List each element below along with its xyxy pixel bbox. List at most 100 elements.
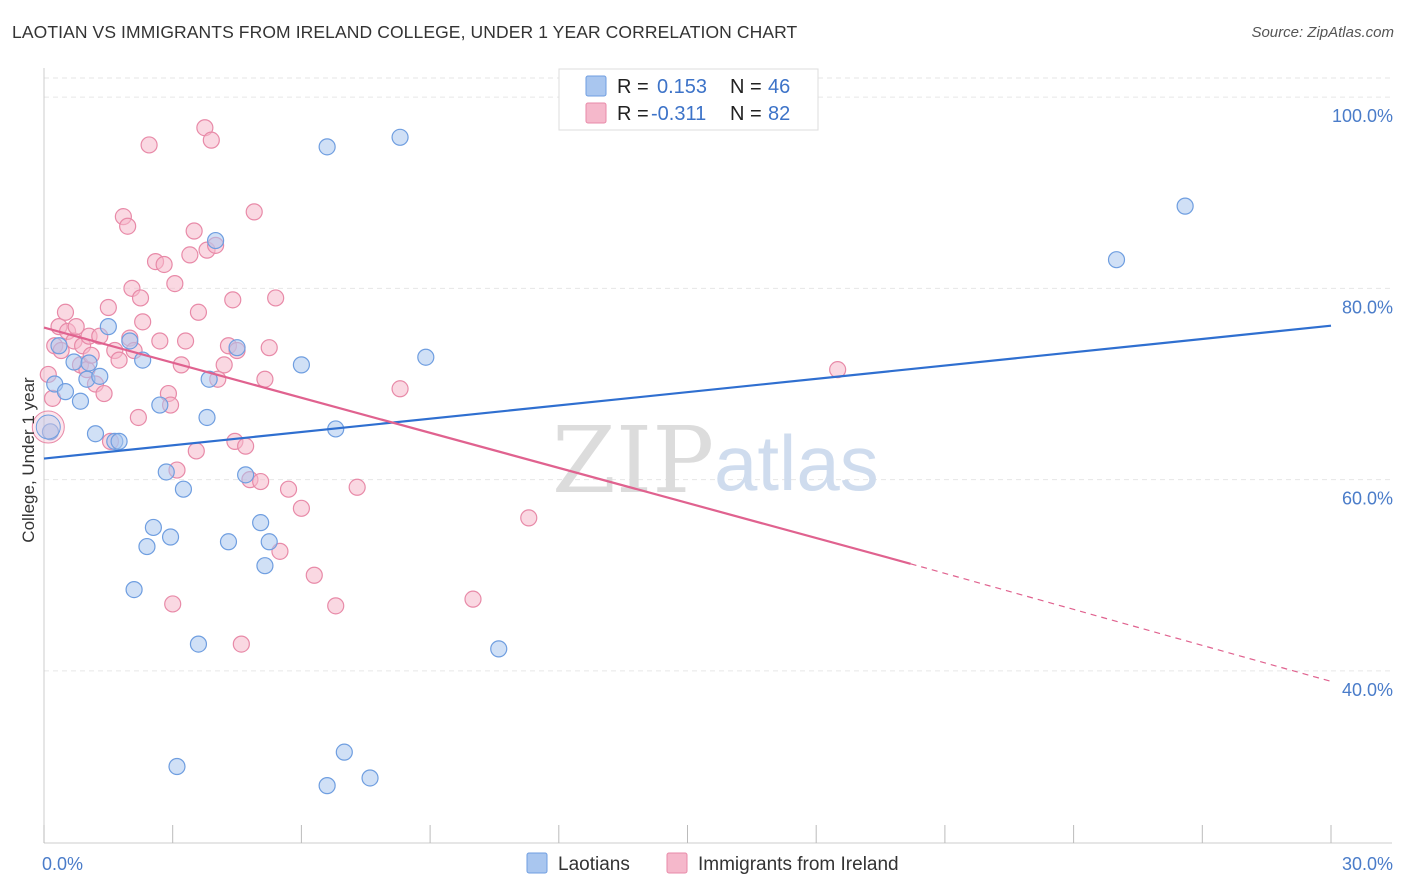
data-point-ireland — [464, 590, 482, 608]
data-point-ireland — [56, 303, 75, 321]
data-point-laotians — [168, 757, 186, 776]
data-point-laotians — [292, 356, 310, 374]
trend-line-ireland-extrapolated — [910, 563, 1332, 682]
chart-title: LAOTIAN VS IMMIGRANTS FROM IRELAND COLLE… — [12, 22, 798, 42]
data-point-ireland — [110, 351, 128, 369]
legend-n-value-ireland: 82 — [768, 103, 790, 125]
legend-swatch-laotians — [585, 75, 607, 97]
data-point-ireland — [189, 303, 208, 321]
data-point-ireland — [151, 332, 169, 350]
data-point-laotians — [189, 635, 208, 653]
trend-lines — [43, 324, 1332, 682]
data-point-laotians — [490, 640, 508, 658]
data-point-laotians — [1176, 197, 1194, 215]
source-credit: Source: ZipAtlas.com — [1251, 24, 1394, 41]
legend-r-value-ireland: -0.311 — [651, 103, 706, 125]
data-point-ireland — [166, 274, 184, 293]
watermark-atlas: atlas — [714, 419, 879, 507]
data-point-laotians — [260, 533, 278, 551]
data-point-ireland — [305, 566, 323, 584]
data-point-cluster-ireland — [31, 410, 65, 444]
data-point-ireland — [187, 442, 205, 460]
data-point-laotians — [80, 354, 98, 372]
data-point-laotians — [161, 528, 180, 546]
data-point-laotians — [86, 425, 105, 443]
series-legend: Laotians Immigrants from Ireland — [526, 852, 899, 875]
x-tick-label: 30.0% — [1342, 854, 1393, 874]
trend-line-ireland — [43, 326, 911, 565]
data-point-laotians — [71, 392, 90, 410]
data-point-ireland — [327, 597, 345, 615]
data-point-ireland — [155, 255, 173, 274]
data-point-ireland — [271, 542, 289, 560]
data-point-ireland — [348, 478, 366, 496]
data-point-laotians — [144, 518, 162, 537]
data-point-ireland — [245, 203, 263, 221]
trend-line-laotians — [43, 324, 1332, 460]
data-point-ireland — [129, 408, 147, 427]
data-point-laotians — [50, 337, 68, 355]
data-point-laotians — [125, 580, 143, 599]
x-tick-label: 0.0% — [42, 854, 83, 874]
data-point-ireland — [202, 131, 220, 149]
y-tick-label: 60.0% — [1342, 489, 1393, 509]
watermark-zip: ZIP — [552, 407, 714, 514]
data-point-ireland — [279, 480, 298, 498]
data-point-laotians — [198, 408, 216, 427]
data-point-laotians — [219, 533, 238, 551]
data-point-ireland — [176, 332, 195, 350]
watermark: ZIP atlas — [552, 407, 879, 514]
legend-r-value-laotians: 0.153 — [657, 76, 707, 98]
grid-lines — [44, 77, 1392, 672]
data-point-ireland — [185, 222, 203, 240]
data-point-ireland — [256, 370, 274, 388]
data-point-laotians — [256, 557, 274, 575]
data-point-laotians — [56, 383, 75, 401]
data-point-ireland — [95, 384, 113, 403]
data-point-ireland — [237, 437, 255, 455]
legend-n-label: N = — [730, 76, 762, 98]
data-point-ireland — [232, 635, 250, 653]
data-point-laotians — [41, 423, 60, 441]
data-point-ireland — [267, 289, 285, 307]
data-points — [31, 119, 1194, 795]
data-point-laotians — [91, 367, 109, 385]
data-point-ireland — [131, 289, 150, 307]
data-point-laotians — [99, 318, 117, 336]
data-point-laotians — [174, 480, 193, 498]
data-point-ireland — [215, 356, 233, 374]
data-point-laotians — [121, 332, 139, 350]
y-tick-label: 80.0% — [1342, 297, 1393, 317]
data-point-ireland — [119, 217, 137, 235]
data-point-ireland — [520, 509, 538, 527]
data-point-ireland — [164, 595, 182, 613]
data-point-ireland — [252, 472, 270, 491]
y-tick-label: 100.0% — [1332, 106, 1393, 126]
data-point-ireland — [67, 318, 85, 336]
data-point-laotians — [335, 743, 353, 761]
data-point-ireland — [134, 313, 152, 331]
tick-labels: 40.0% 60.0% 80.0% 100.0% 0.0% 30.0% — [42, 106, 1393, 874]
data-point-laotians — [361, 769, 379, 787]
legend-r-label: R = — [617, 76, 649, 98]
y-tick-label: 40.0% — [1342, 680, 1393, 700]
data-point-laotians — [110, 432, 128, 450]
data-point-ireland — [99, 298, 117, 317]
data-point-ireland — [260, 339, 278, 357]
data-point-laotians — [200, 370, 218, 388]
data-point-laotians — [138, 537, 156, 556]
data-point-laotians — [1107, 251, 1126, 269]
data-point-ireland — [140, 136, 158, 154]
y-axis-title: College, Under 1 year — [19, 377, 38, 543]
correlation-legend: R = 0.153 N = 46 R = -0.311 N = 82 — [558, 68, 819, 131]
data-point-laotians — [65, 353, 83, 371]
data-point-ireland — [391, 380, 409, 398]
bottom-legend-swatch-laotians — [526, 852, 548, 874]
legend-swatch-ireland — [585, 102, 607, 124]
data-point-laotians — [151, 396, 169, 414]
data-point-laotians — [207, 231, 225, 250]
data-point-laotians — [318, 138, 336, 156]
bottom-legend-swatch-ireland — [666, 852, 688, 874]
data-point-laotians — [252, 514, 270, 532]
